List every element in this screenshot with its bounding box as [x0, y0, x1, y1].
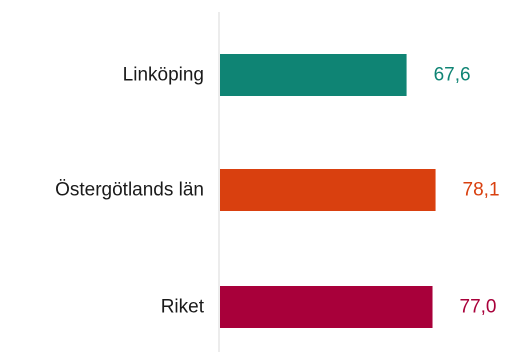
- bar: [220, 54, 407, 96]
- bar: [220, 169, 436, 211]
- value-label: 67,6: [434, 65, 471, 86]
- value-label: 78,1: [463, 180, 500, 201]
- bar: [220, 286, 433, 328]
- bars-layer: Linköping 67,6 Östergötlands län 78,1 Riket 7…: [55, 54, 500, 328]
- category-label: Riket: [161, 297, 205, 318]
- category-label: Linköping: [123, 65, 204, 86]
- category-label: Östergötlands län: [55, 180, 204, 201]
- value-label: 77,0: [460, 297, 497, 318]
